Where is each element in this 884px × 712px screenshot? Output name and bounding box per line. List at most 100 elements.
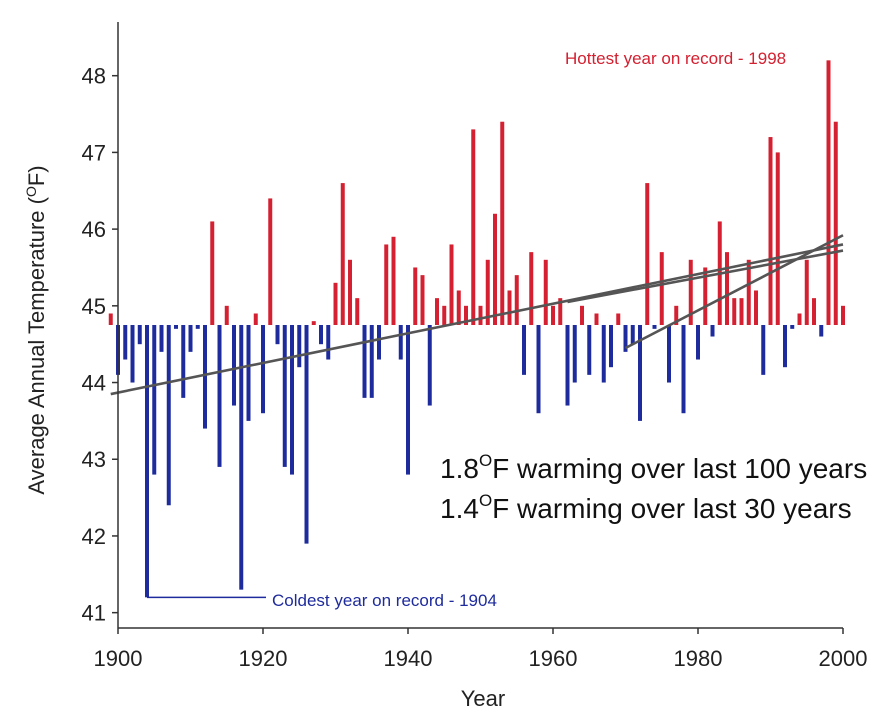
bar-1984 bbox=[725, 252, 729, 325]
bar-1944 bbox=[435, 298, 439, 325]
bar-1958 bbox=[536, 325, 541, 414]
bar-1965 bbox=[587, 325, 592, 375]
bar-1916 bbox=[232, 325, 236, 406]
bar-1899 bbox=[108, 313, 113, 325]
bar-1951 bbox=[485, 259, 490, 325]
bar-1971 bbox=[630, 325, 635, 345]
bar-1987 bbox=[746, 259, 751, 325]
bar-1917 bbox=[239, 325, 244, 590]
bar-1912 bbox=[203, 325, 207, 429]
bar-1992 bbox=[783, 325, 787, 368]
bar-1977 bbox=[674, 305, 679, 325]
bar-1963 bbox=[572, 325, 577, 383]
bar-1945 bbox=[442, 305, 447, 325]
bar-1985 bbox=[732, 298, 737, 325]
bar-1918 bbox=[246, 325, 251, 421]
bar-1979 bbox=[688, 259, 693, 325]
bar-1946 bbox=[449, 244, 454, 325]
y-tick-label: 46 bbox=[82, 217, 106, 242]
warming-30-years-note: 1.4OF warming over last 30 years bbox=[440, 491, 852, 524]
warming-100-years-note: 1.8OF warming over last 100 years bbox=[440, 451, 867, 484]
bar-1955 bbox=[514, 275, 519, 325]
x-tick-label: 1960 bbox=[529, 646, 578, 671]
bar-1998 bbox=[826, 60, 831, 325]
bar-1961 bbox=[558, 298, 563, 325]
bar-1957 bbox=[529, 252, 534, 325]
bar-1990 bbox=[768, 137, 773, 325]
bars-layer bbox=[108, 60, 845, 598]
bar-1903 bbox=[137, 325, 142, 345]
bar-1994 bbox=[797, 313, 802, 325]
bar-1934 bbox=[362, 325, 367, 398]
bar-1989 bbox=[761, 325, 766, 375]
bar-1959 bbox=[543, 259, 548, 325]
coldest-year-annotation: Coldest year on record - 1904 bbox=[272, 591, 497, 610]
bar-1982 bbox=[710, 325, 715, 337]
bar-1908 bbox=[174, 325, 178, 329]
bar-1974 bbox=[652, 325, 657, 329]
bar-1962 bbox=[565, 325, 570, 406]
bar-1993 bbox=[790, 325, 795, 329]
bar-1970 bbox=[623, 325, 628, 352]
y-tick-label: 43 bbox=[82, 447, 106, 472]
bar-1915 bbox=[224, 305, 229, 325]
bar-1901 bbox=[123, 325, 128, 360]
bar-1954 bbox=[507, 290, 512, 325]
bar-1940 bbox=[406, 325, 410, 475]
bar-1980 bbox=[696, 325, 700, 360]
x-tick-label: 1980 bbox=[674, 646, 723, 671]
trend-line-3 bbox=[567, 249, 844, 304]
bar-1968 bbox=[609, 325, 613, 368]
bar-1941 bbox=[413, 267, 418, 325]
bar-1923 bbox=[282, 325, 287, 467]
bar-1914 bbox=[217, 325, 222, 467]
bar-1925 bbox=[297, 325, 302, 368]
trend-lines-layer bbox=[110, 234, 844, 396]
y-tick-label: 42 bbox=[82, 524, 106, 549]
bar-1960 bbox=[551, 305, 555, 325]
bar-1973 bbox=[645, 183, 650, 325]
bar-1902 bbox=[130, 325, 135, 383]
bar-1995 bbox=[804, 259, 809, 325]
trend-line-2 bbox=[624, 234, 844, 350]
x-tick-label: 2000 bbox=[819, 646, 868, 671]
bar-1907 bbox=[166, 325, 171, 506]
bar-1927 bbox=[311, 321, 316, 325]
bar-1953 bbox=[500, 121, 505, 325]
bar-1921 bbox=[268, 198, 273, 325]
bar-1906 bbox=[159, 325, 164, 352]
bar-1952 bbox=[493, 213, 497, 325]
hottest-year-annotation: Hottest year on record - 1998 bbox=[565, 49, 786, 68]
bar-1986 bbox=[739, 298, 744, 325]
bar-1937 bbox=[384, 244, 389, 325]
bar-1919 bbox=[253, 313, 258, 325]
bar-1966 bbox=[594, 313, 599, 325]
trend-line-1 bbox=[110, 243, 844, 396]
bar-1932 bbox=[348, 259, 352, 325]
y-tick-label: 47 bbox=[82, 140, 106, 165]
y-tick-label: 44 bbox=[82, 371, 106, 396]
bar-1943 bbox=[427, 325, 432, 406]
bar-1909 bbox=[181, 325, 186, 398]
bar-1904 bbox=[145, 325, 149, 598]
bar-1920 bbox=[261, 325, 265, 414]
x-axis-ticks: 1900 1920 1940 1960 1980 2000 bbox=[94, 628, 868, 671]
bar-1939 bbox=[398, 325, 403, 360]
bar-1950 bbox=[478, 305, 483, 325]
bar-1938 bbox=[391, 236, 396, 325]
x-axis-title: Year bbox=[461, 686, 505, 711]
bar-1947 bbox=[456, 290, 461, 325]
bar-1948 bbox=[464, 305, 468, 325]
bar-1969 bbox=[616, 313, 621, 325]
bar-1949 bbox=[471, 129, 476, 325]
y-axis-ticks: 41 42 43 44 45 46 47 48 bbox=[82, 64, 118, 626]
bar-1936 bbox=[377, 325, 381, 360]
bar-1928 bbox=[319, 325, 323, 345]
y-tick-label: 48 bbox=[82, 64, 106, 89]
bar-1978 bbox=[681, 325, 686, 414]
bar-1996 bbox=[812, 298, 816, 325]
bar-1926 bbox=[304, 325, 309, 544]
x-tick-label: 1940 bbox=[384, 646, 433, 671]
y-tick-label: 41 bbox=[82, 601, 106, 626]
x-tick-label: 1920 bbox=[239, 646, 288, 671]
